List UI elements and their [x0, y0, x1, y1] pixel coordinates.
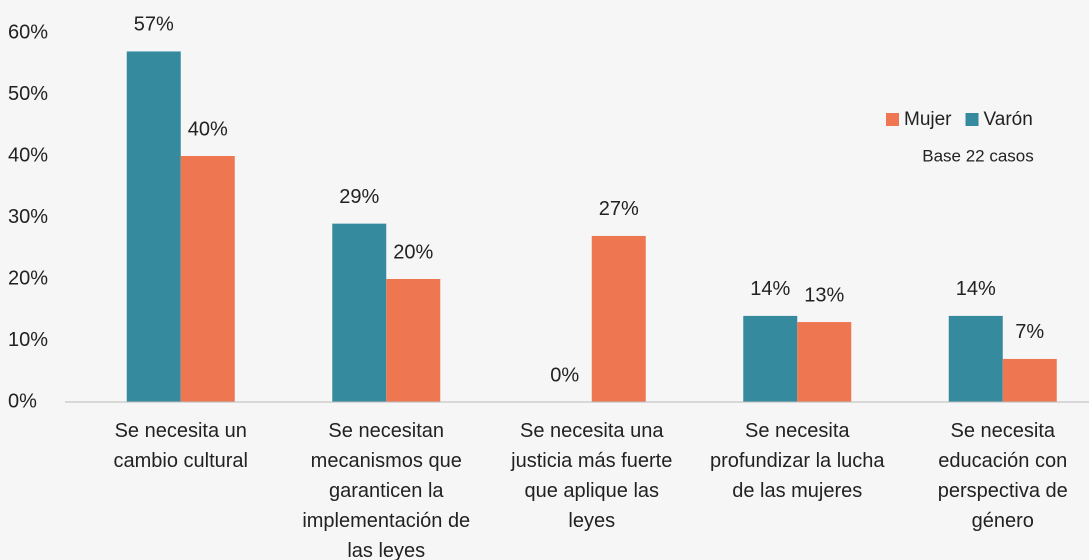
- legend-swatch: [965, 113, 979, 126]
- x-tick-label: Se necesita un cambio cultural: [113, 420, 248, 472]
- x-tick-label: Se necesitan mecanismos que garanticen l…: [302, 420, 471, 560]
- data-label: 7%: [1015, 321, 1044, 343]
- data-label: 20%: [393, 241, 433, 263]
- data-label: 57%: [134, 14, 174, 36]
- x-tick-label: Se necesita profundizar la lucha de las …: [709, 420, 885, 502]
- bar: [948, 315, 1003, 402]
- data-label: 27%: [599, 198, 639, 220]
- legend-label: Mujer: [904, 109, 952, 130]
- data-label: 14%: [750, 278, 790, 300]
- y-tick-label: 0%: [8, 390, 37, 412]
- bar: [743, 315, 798, 402]
- data-label: 40%: [188, 118, 228, 140]
- bar: [797, 322, 852, 402]
- bar: [126, 51, 181, 402]
- annotation: Base 22 casos: [922, 146, 1034, 165]
- x-tick-label: Se necesita una justicia más fuerte que …: [511, 420, 673, 532]
- data-label: 29%: [339, 186, 379, 208]
- data-label: 0%: [550, 364, 579, 386]
- bar: [591, 235, 646, 402]
- bar: [180, 156, 235, 402]
- bar: [1002, 358, 1057, 402]
- x-tick-label: Se necesita educación con perspectiva de…: [937, 420, 1068, 532]
- y-tick-label: 60%: [8, 21, 48, 43]
- data-label: 14%: [956, 278, 996, 300]
- y-tick-label: 30%: [8, 206, 48, 228]
- bar: [386, 279, 441, 402]
- y-tick-label: 20%: [8, 267, 48, 289]
- legend-swatch: [886, 113, 899, 126]
- y-tick-label: 40%: [8, 144, 48, 166]
- legend-label: Varón: [984, 109, 1033, 130]
- data-label: 13%: [804, 284, 844, 306]
- y-tick-label: 50%: [8, 83, 48, 105]
- bar: [332, 223, 387, 402]
- y-tick-label: 10%: [8, 329, 48, 351]
